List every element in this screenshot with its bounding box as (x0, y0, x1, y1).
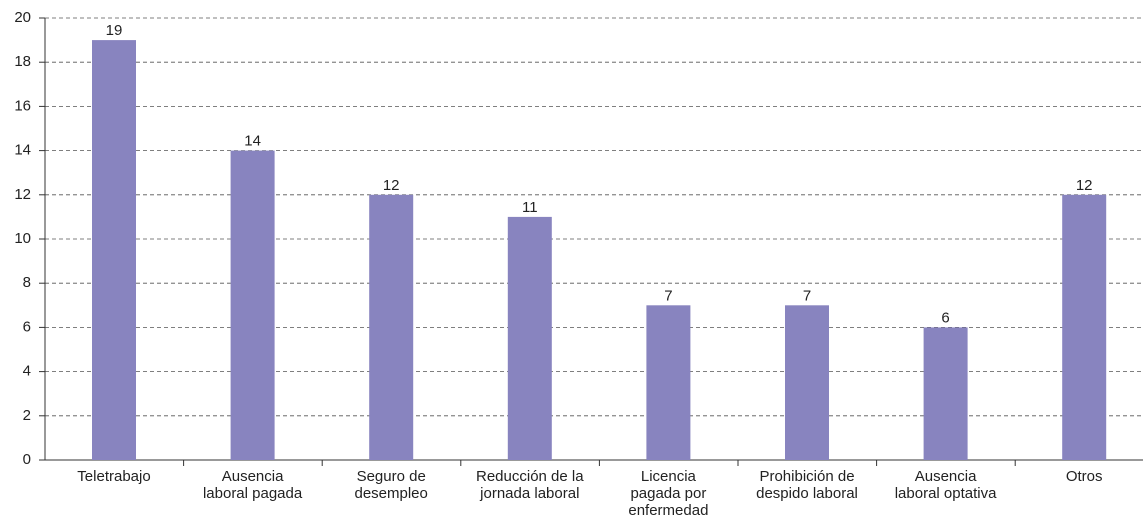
bar (785, 305, 829, 460)
y-tick-label: 14 (14, 142, 31, 159)
value-label: 14 (244, 133, 261, 150)
x-tick-label: Ausencia laboral optativa (894, 468, 997, 502)
bar (923, 327, 968, 460)
x-tick-label: Seguro de desempleo (354, 468, 428, 502)
value-label: 7 (664, 287, 672, 304)
x-tick-label: Teletrabajo (77, 468, 151, 485)
y-tick-label: 16 (14, 97, 31, 114)
bar (369, 194, 414, 461)
y-tick-label: 18 (14, 53, 31, 70)
y-tick-label: 0 (23, 451, 31, 468)
y-tick-label: 4 (23, 363, 31, 380)
value-label: 12 (1076, 177, 1093, 194)
x-tick-label: Licencia pagada por enfermedad (628, 468, 709, 519)
value-label: 12 (383, 177, 400, 194)
y-tick-label: 20 (14, 9, 31, 26)
value-label: 6 (941, 309, 949, 326)
bar (646, 305, 691, 460)
bar (230, 150, 275, 460)
y-tick-label: 6 (23, 318, 31, 335)
y-tick-label: 2 (23, 407, 31, 424)
value-label: 19 (106, 22, 123, 39)
bar (507, 216, 552, 460)
x-tick-label: Reducción de la jornada laboral (476, 468, 584, 502)
y-tick-label: 8 (23, 274, 31, 291)
x-tick-label: Otros (1065, 468, 1103, 485)
x-tick-label: Ausencia laboral pagada (202, 468, 303, 502)
bar (92, 40, 136, 460)
y-tick-label: 12 (14, 186, 31, 203)
value-label: 7 (803, 287, 811, 304)
y-tick-label: 10 (14, 230, 31, 247)
bar (1062, 194, 1107, 461)
value-label: 11 (522, 199, 538, 216)
x-tick-label: Prohibición de despido laboral (756, 468, 858, 502)
